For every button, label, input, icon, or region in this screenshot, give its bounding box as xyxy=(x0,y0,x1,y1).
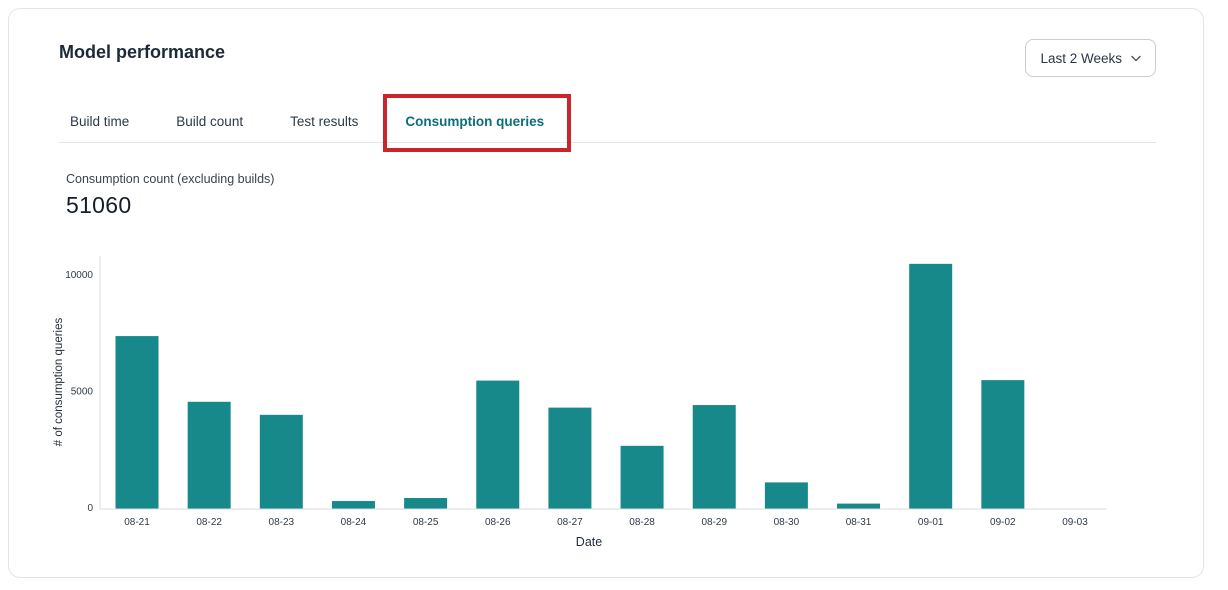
bar-08-28[interactable] xyxy=(620,445,664,509)
x-axis-tick-label: 09-03 xyxy=(1062,517,1088,528)
x-axis-tick-label: 08-28 xyxy=(629,517,655,528)
tab-consumption-queries[interactable]: Consumption queries xyxy=(383,94,572,152)
metric-label: Consumption count (excluding builds) xyxy=(66,172,275,186)
bar-08-24[interactable] xyxy=(331,501,375,509)
time-range-label: Last 2 Weeks xyxy=(1040,50,1122,66)
x-axis-tick-label: 08-31 xyxy=(846,517,872,528)
x-axis-tick-label: 08-30 xyxy=(774,517,800,528)
bar-08-26[interactable] xyxy=(476,380,520,509)
bar-09-02[interactable] xyxy=(981,380,1025,509)
x-axis-tick-label: 08-25 xyxy=(413,517,439,528)
time-range-dropdown[interactable]: Last 2 Weeks xyxy=(1025,39,1156,77)
tab-build-time[interactable]: Build time xyxy=(70,114,130,129)
page-title: Model performance xyxy=(59,42,226,62)
y-axis-tick-label: 5000 xyxy=(71,387,94,398)
bar-08-22[interactable] xyxy=(187,401,231,509)
bar-08-29[interactable] xyxy=(692,405,736,509)
tab-build-count[interactable]: Build count xyxy=(176,114,244,129)
consumption-queries-chart: 0 5000 10000 08-21 08-22 08-23 08-24 08-25 08-26… xyxy=(9,248,1204,568)
bar-08-30[interactable] xyxy=(764,482,808,509)
metric-value: 51060 xyxy=(66,192,132,218)
x-axis-tick-label: 08-23 xyxy=(269,517,295,528)
bar-08-25[interactable] xyxy=(404,498,448,509)
chevron-down-icon xyxy=(1131,55,1141,61)
bar-08-31[interactable] xyxy=(837,503,881,509)
x-axis-tick-label: 08-29 xyxy=(701,517,727,528)
bar-chart-svg: 0 5000 10000 08-21 08-22 08-23 08-24 08-25 08-26… xyxy=(53,256,1107,549)
y-axis-title: # of consumption queries xyxy=(53,318,65,447)
x-axis-tick-label: 08-26 xyxy=(485,517,511,528)
x-axis-tick-label: 08-22 xyxy=(196,517,222,528)
bar-08-21[interactable] xyxy=(115,336,159,509)
x-axis-tick-label: 09-01 xyxy=(918,517,944,528)
bar-08-23[interactable] xyxy=(259,414,303,509)
y-axis-tick-label: 0 xyxy=(87,503,93,514)
x-axis-tick-label: 09-02 xyxy=(990,517,1016,528)
bar-08-27[interactable] xyxy=(548,407,592,509)
tab-test-results[interactable]: Test results xyxy=(290,114,359,129)
bar-09-01[interactable] xyxy=(909,263,953,509)
x-axis-tick-label: 08-27 xyxy=(557,517,583,528)
model-performance-card: Model performance Last 2 Weeks Build tim… xyxy=(8,8,1204,578)
y-axis-tick-label: 10000 xyxy=(65,270,93,281)
x-axis-tick-label: 08-21 xyxy=(124,517,150,528)
tab-bar: Build time Build count Test results Cons… xyxy=(58,94,1156,152)
x-axis-tick-label: 08-24 xyxy=(341,517,367,528)
x-axis-title: Date xyxy=(576,535,602,549)
